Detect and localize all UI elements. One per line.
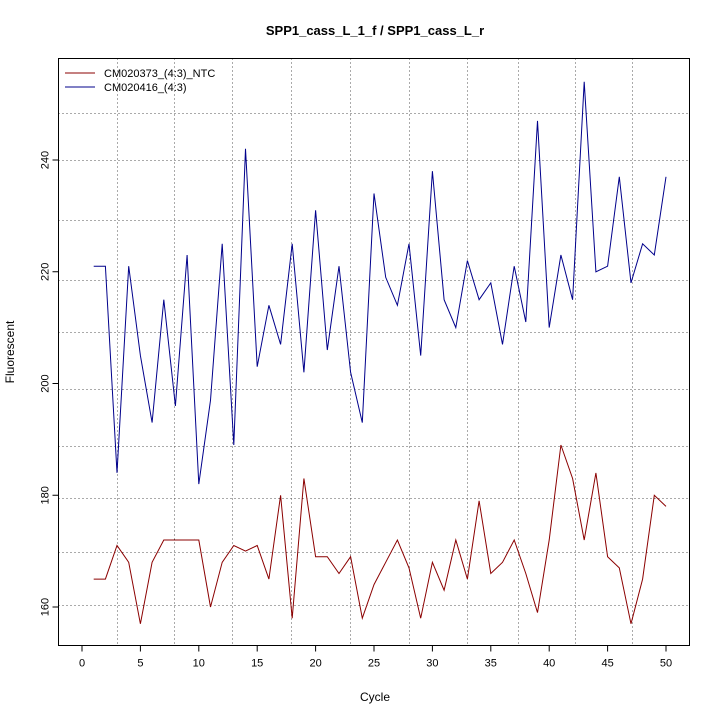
- y-tick-label: 200: [39, 374, 51, 392]
- y-tick-label: 240: [39, 151, 51, 169]
- chart-title: SPP1_cass_L_1_f / SPP1_cass_L_r: [266, 23, 484, 38]
- x-tick-label: 10: [193, 658, 205, 670]
- y-tick-label: 160: [39, 598, 51, 616]
- plot-frame: [58, 58, 690, 646]
- series-line-sample: [93, 81, 667, 485]
- grid: [58, 58, 690, 646]
- x-axis: 0 5 10 15 20 25 30 35 40 45 50: [79, 645, 672, 670]
- legend: CM020373_(4:3)_NTC CM020416_(4:3): [65, 68, 215, 94]
- series-line-ntc: [93, 444, 667, 624]
- x-tick-label: 5: [137, 658, 143, 670]
- legend-label: CM020416_(4:3): [104, 82, 187, 94]
- y-axis-label: Fluorescent: [3, 320, 17, 383]
- y-axis: 160 180 200 220 240: [39, 151, 59, 616]
- legend-label: CM020373_(4:3)_NTC: [104, 68, 215, 80]
- x-tick-label: 15: [251, 658, 263, 670]
- x-tick-label: 0: [79, 658, 85, 670]
- x-tick-label: 30: [426, 658, 438, 670]
- y-tick-label: 220: [39, 263, 51, 281]
- x-tick-label: 50: [660, 658, 672, 670]
- y-tick-label: 180: [39, 486, 51, 504]
- series-group: [93, 81, 667, 624]
- x-tick-label: 35: [485, 658, 497, 670]
- x-tick-label: 40: [543, 658, 555, 670]
- x-axis-label: Cycle: [360, 690, 390, 704]
- x-tick-label: 25: [368, 658, 380, 670]
- x-tick-label: 45: [601, 658, 613, 670]
- x-tick-label: 20: [309, 658, 321, 670]
